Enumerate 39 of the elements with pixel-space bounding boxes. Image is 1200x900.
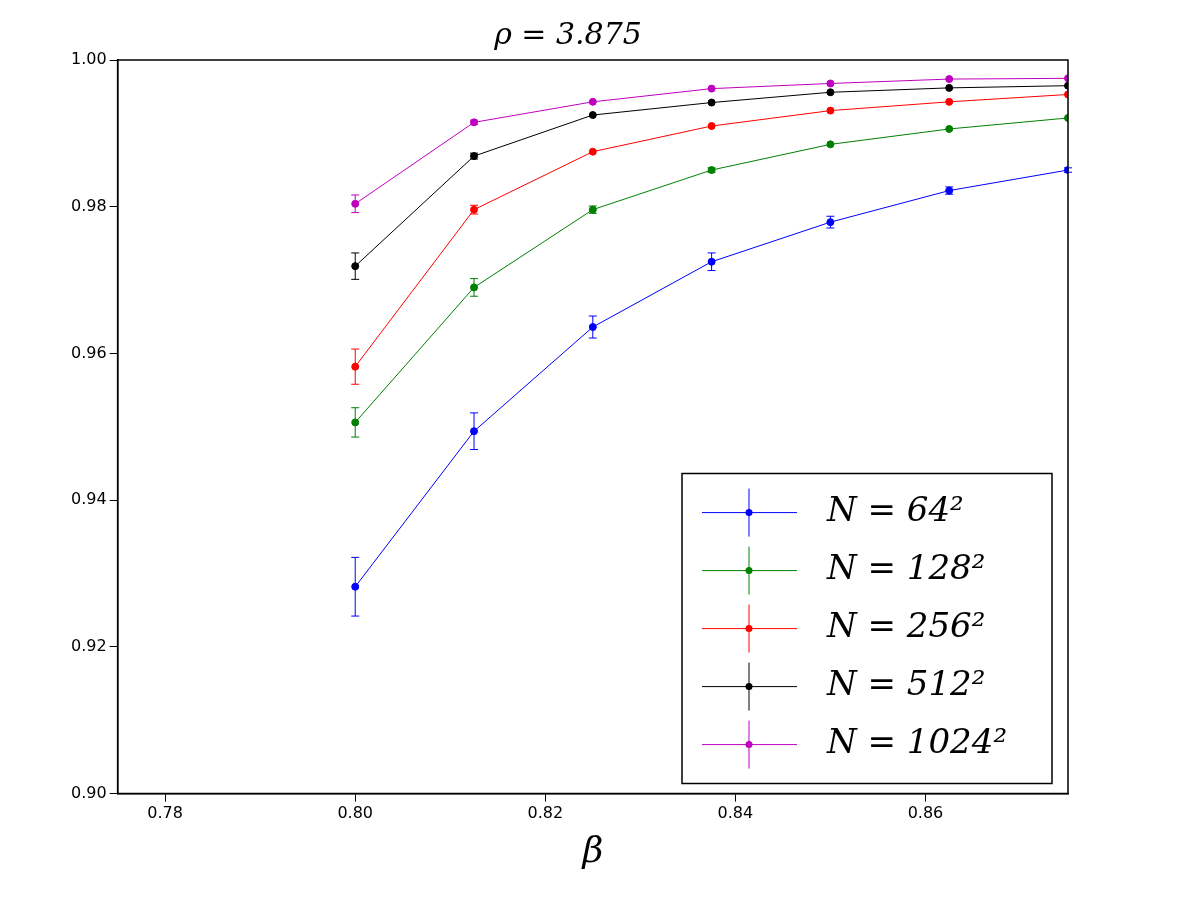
point	[826, 106, 835, 115]
point	[945, 83, 954, 92]
x-tick-label: 0.82	[527, 803, 564, 823]
y-tick-label: 0.94	[71, 489, 107, 509]
point	[826, 79, 835, 88]
point	[826, 88, 835, 97]
point	[588, 323, 597, 332]
x-tick-label: 0.78	[147, 803, 183, 823]
point	[588, 147, 597, 156]
x-tick-label: 0.86	[907, 803, 944, 823]
legend-label: N = 1024²	[826, 721, 1008, 762]
point	[588, 111, 597, 120]
point	[945, 124, 954, 133]
point	[945, 97, 954, 106]
point	[945, 75, 954, 84]
point	[351, 262, 360, 271]
point	[351, 199, 360, 208]
y-tick-label: 1.00	[71, 49, 107, 69]
point	[826, 140, 835, 149]
y-tick-label: 0.98	[71, 195, 107, 215]
x-tick-label: 0.84	[717, 803, 754, 823]
x-axis-title: β	[580, 828, 604, 870]
point	[707, 257, 716, 266]
y-tick-label: 0.92	[71, 636, 107, 656]
point	[351, 582, 360, 591]
point	[707, 98, 716, 107]
y-tick-label: 0.90	[71, 782, 107, 802]
legend-label: N = 64²	[826, 489, 964, 530]
point	[707, 122, 716, 131]
chart-title: ρ = 3.875	[493, 15, 642, 51]
point	[588, 97, 597, 106]
y-tick-label: 0.96	[71, 342, 107, 362]
point	[351, 418, 360, 427]
legend-label: N = 256²	[826, 605, 986, 646]
point	[707, 84, 716, 93]
legend-label: N = 512²	[826, 663, 986, 704]
x-tick-label: 0.80	[337, 803, 374, 823]
point	[351, 362, 360, 371]
legend-label: N = 128²	[826, 547, 986, 588]
